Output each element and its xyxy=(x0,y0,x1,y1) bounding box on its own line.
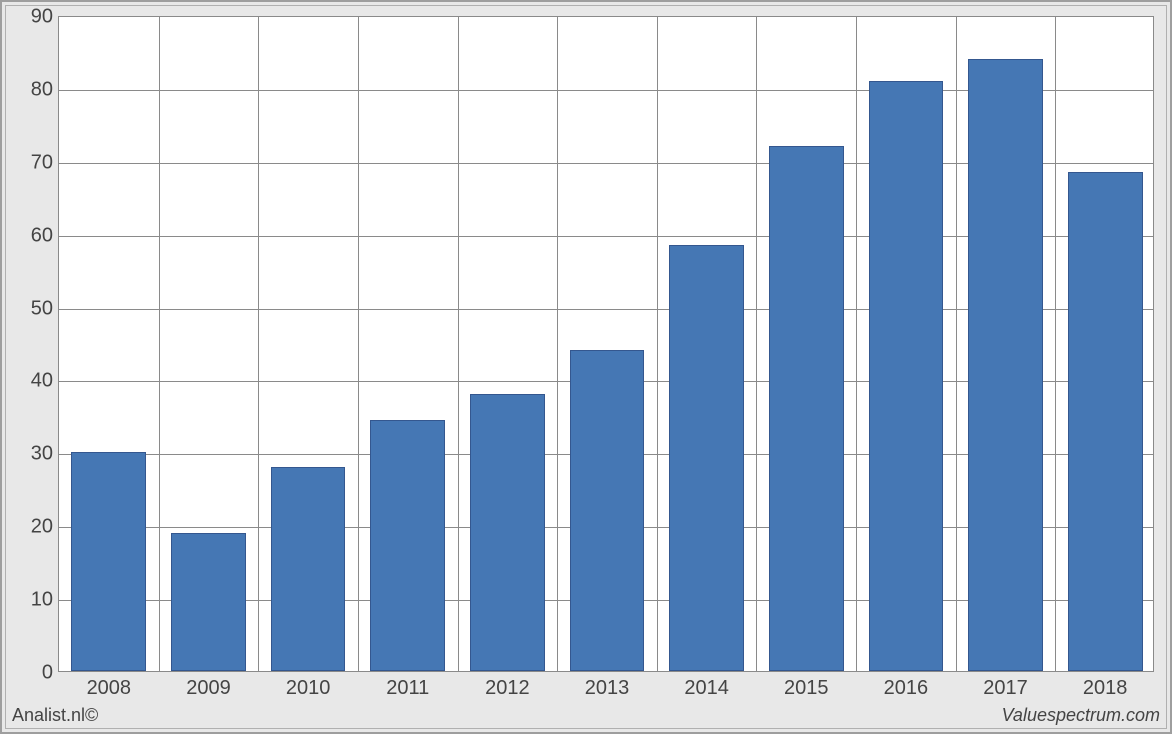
x-axis-tick-label: 2010 xyxy=(286,677,331,700)
bar xyxy=(370,420,445,671)
gridline-vertical xyxy=(856,17,857,671)
y-axis-tick-label: 0 xyxy=(42,662,53,685)
bar xyxy=(769,146,844,671)
bar xyxy=(669,245,744,671)
x-axis-tick-label: 2012 xyxy=(485,677,530,700)
gridline-vertical xyxy=(358,17,359,671)
x-axis-tick-label: 2017 xyxy=(983,677,1028,700)
gridline-vertical xyxy=(458,17,459,671)
y-axis-tick-label: 90 xyxy=(31,6,53,29)
y-axis-tick-label: 40 xyxy=(31,370,53,393)
x-axis-tick-label: 2015 xyxy=(784,677,829,700)
footer-left-credit: Analist.nl© xyxy=(12,705,98,726)
gridline-vertical xyxy=(557,17,558,671)
x-axis-tick-label: 2009 xyxy=(186,677,231,700)
bar xyxy=(1068,172,1143,671)
gridline-vertical xyxy=(1055,17,1056,671)
y-axis-tick-label: 10 xyxy=(31,589,53,612)
gridline-vertical xyxy=(756,17,757,671)
bar xyxy=(71,452,146,671)
gridline-vertical xyxy=(956,17,957,671)
bar xyxy=(570,350,645,671)
x-axis-tick-label: 2016 xyxy=(884,677,929,700)
x-axis-tick-label: 2011 xyxy=(386,677,429,700)
y-axis-tick-label: 70 xyxy=(31,151,53,174)
y-axis-tick-label: 20 xyxy=(31,516,53,539)
chart-inner-frame: 0 10 20 30 40 50 60 70 80 90 2008 2009 2010 2011 2012 2… xyxy=(5,5,1167,729)
y-axis-tick-label: 60 xyxy=(31,224,53,247)
x-axis-tick-label: 2013 xyxy=(585,677,630,700)
x-axis-tick-label: 2014 xyxy=(684,677,729,700)
bar xyxy=(869,81,944,671)
plot-area: 0102030405060708090200820092010201120122… xyxy=(58,16,1154,672)
gridline-vertical xyxy=(258,17,259,671)
bar xyxy=(470,394,545,671)
chart-outer-frame: 0 10 20 30 40 50 60 70 80 90 2008 2009 2010 2011 2012 2… xyxy=(0,0,1172,734)
y-axis-tick-label: 50 xyxy=(31,297,53,320)
y-axis-tick-label: 80 xyxy=(31,78,53,101)
y-axis-tick-label: 30 xyxy=(31,443,53,466)
bar xyxy=(968,59,1043,671)
bar xyxy=(271,467,346,671)
gridline-vertical xyxy=(159,17,160,671)
bar xyxy=(171,533,246,671)
x-axis-tick-label: 2018 xyxy=(1083,677,1128,700)
footer-right-credit: Valuespectrum.com xyxy=(1002,705,1160,726)
gridline-vertical xyxy=(657,17,658,671)
x-axis-tick-label: 2008 xyxy=(87,677,132,700)
